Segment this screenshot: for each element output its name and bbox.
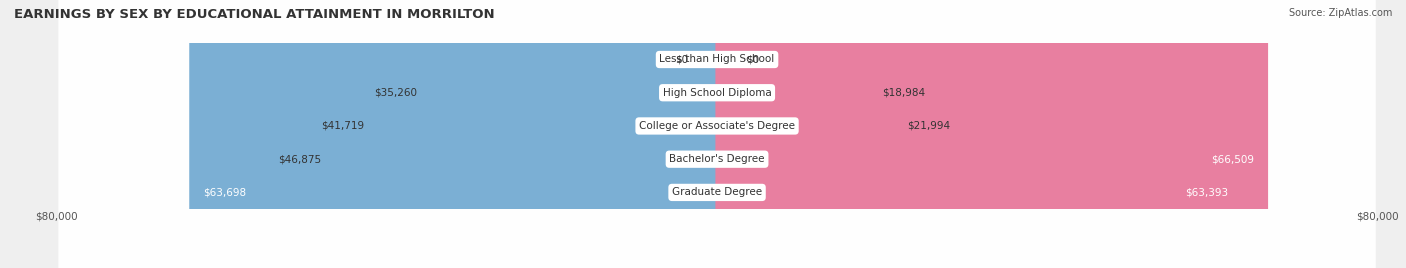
Text: High School Diploma: High School Diploma — [662, 88, 772, 98]
Text: $41,719: $41,719 — [321, 121, 364, 131]
FancyBboxPatch shape — [371, 0, 718, 268]
FancyBboxPatch shape — [716, 0, 876, 268]
FancyBboxPatch shape — [716, 0, 1243, 268]
Text: $0: $0 — [675, 54, 688, 65]
Text: Graduate Degree: Graduate Degree — [672, 187, 762, 198]
Text: $18,984: $18,984 — [882, 88, 925, 98]
FancyBboxPatch shape — [59, 0, 1375, 268]
Text: $63,698: $63,698 — [204, 187, 246, 198]
Text: Source: ZipAtlas.com: Source: ZipAtlas.com — [1288, 8, 1392, 18]
FancyBboxPatch shape — [59, 0, 1375, 268]
Text: $66,509: $66,509 — [1211, 154, 1254, 164]
Text: EARNINGS BY SEX BY EDUCATIONAL ATTAINMENT IN MORRILTON: EARNINGS BY SEX BY EDUCATIONAL ATTAINMEN… — [14, 8, 495, 21]
Text: Less than High School: Less than High School — [659, 54, 775, 65]
FancyBboxPatch shape — [716, 0, 1268, 268]
FancyBboxPatch shape — [716, 0, 900, 268]
FancyBboxPatch shape — [59, 0, 1375, 268]
FancyBboxPatch shape — [59, 0, 1375, 268]
FancyBboxPatch shape — [425, 0, 718, 268]
Text: $46,875: $46,875 — [278, 154, 322, 164]
Text: $21,994: $21,994 — [907, 121, 950, 131]
FancyBboxPatch shape — [190, 0, 718, 268]
Text: $35,260: $35,260 — [374, 88, 418, 98]
Text: College or Associate's Degree: College or Associate's Degree — [640, 121, 794, 131]
FancyBboxPatch shape — [328, 0, 718, 268]
Text: Bachelor's Degree: Bachelor's Degree — [669, 154, 765, 164]
FancyBboxPatch shape — [59, 0, 1375, 268]
Text: $63,393: $63,393 — [1185, 187, 1229, 198]
Text: $0: $0 — [747, 54, 759, 65]
